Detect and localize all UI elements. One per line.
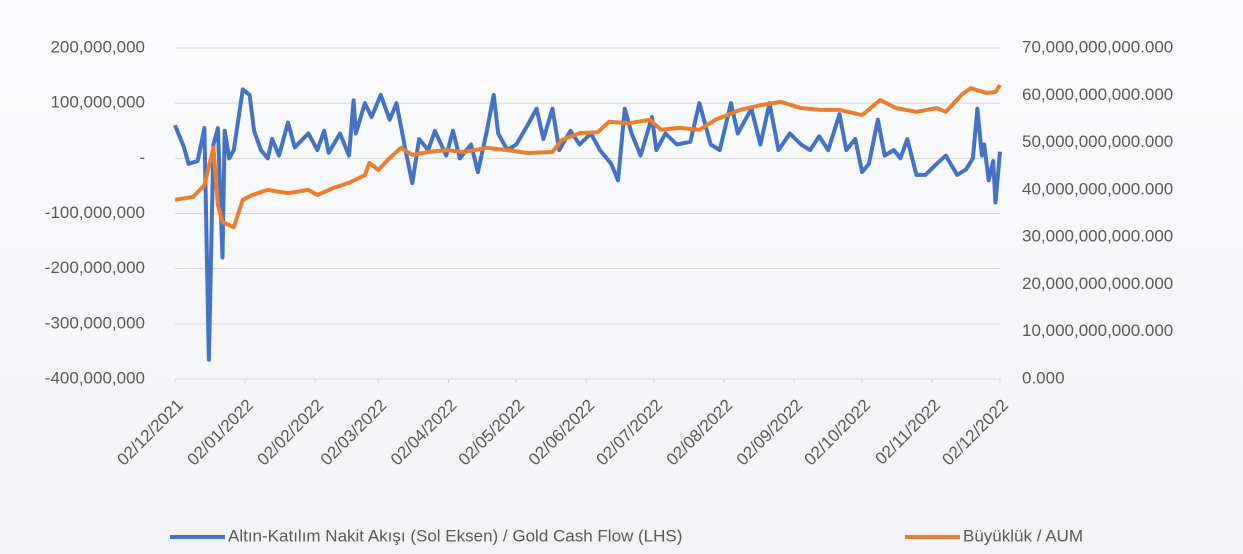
x-tick-label: 02/11/2022 (871, 396, 944, 469)
x-tick-label: 02/04/2022 (387, 396, 461, 470)
x-tick-label: 02/12/2021 (113, 396, 187, 470)
x-tick-label: 02/09/2022 (733, 396, 807, 470)
x-tick-label: 02/12/2022 (938, 396, 1012, 470)
legend-label: Altın-Katılım Nakit Akışı (Sol Eksen) / … (228, 526, 682, 545)
y-tick-label: 200,000,000 (50, 37, 145, 56)
y-tick-label: -100,000,000 (45, 203, 145, 222)
y2-tick-label: 30,000,000,000.000 (1022, 227, 1173, 246)
y2-tick-label: 0.000 (1022, 368, 1065, 387)
y-tick-label: -300,000,000 (45, 313, 145, 332)
series-line (173, 87, 1002, 362)
y2-tick-label: 60,000,000,000.000 (1022, 85, 1173, 104)
x-tick-label: 02/02/2022 (254, 396, 328, 470)
series-line (174, 83, 1002, 230)
x-tick-label: 02/07/2022 (593, 396, 667, 470)
y2-tick-label: 70,000,000,000.000 (1022, 37, 1173, 56)
y-tick-label: -200,000,000 (45, 258, 145, 277)
y-tick-label: - (139, 148, 145, 167)
y2-tick-label: 20,000,000,000.000 (1022, 274, 1173, 293)
legend-label: Büyüklük / AUM (963, 526, 1083, 545)
y2-tick-label: 40,000,000,000.000 (1022, 179, 1173, 198)
x-tick-label: 02/01/2022 (183, 396, 257, 470)
x-tick-label: 02/05/2022 (455, 396, 529, 470)
y2-tick-label: 10,000,000,000.000 (1022, 321, 1173, 340)
y-tick-label: 100,000,000 (50, 93, 145, 112)
y-tick-label: -400,000,000 (45, 368, 145, 387)
x-tick-label: 02/06/2022 (525, 396, 599, 470)
y2-tick-label: 50,000,000,000.000 (1022, 132, 1173, 151)
x-tick-label: 02/03/2022 (317, 396, 391, 470)
x-tick-label: 02/08/2022 (663, 396, 737, 470)
x-tick-label: 02/10/2022 (801, 396, 875, 470)
